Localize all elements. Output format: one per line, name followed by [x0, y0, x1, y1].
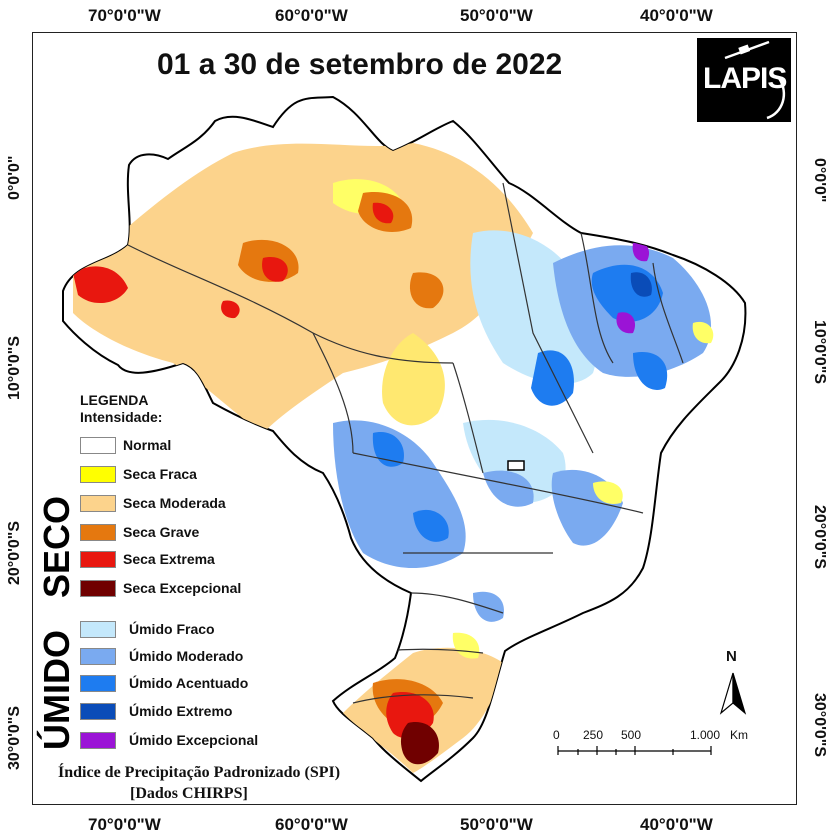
legend-label: Úmido Fraco	[129, 621, 215, 637]
lon-label-top-70: 70°0'0"W	[88, 6, 161, 25]
legend-label: Seca Excepcional	[123, 580, 242, 596]
lon-label-bottom-70: 70°0'0"W	[88, 815, 161, 834]
legend-label: Úmido Extremo	[129, 703, 233, 719]
legend-label: Úmido Excepcional	[129, 732, 259, 748]
lon-label-top-60: 60°0'0"W	[275, 6, 348, 25]
scale-bar	[557, 746, 712, 755]
state-borders	[127, 182, 684, 704]
legend-label: Normal	[123, 437, 172, 453]
lat-label-left-0: 0°0'0"	[6, 155, 23, 200]
lon-label-bottom-60: 60°0'0"W	[275, 815, 348, 834]
scale-tick-label: 0	[553, 728, 560, 742]
legend-heading: LEGENDA	[80, 392, 149, 408]
legend-label: Úmido Acentuado	[129, 675, 249, 691]
caption-line-1: Índice de Precipitação Padronizado (SPI)	[58, 764, 341, 781]
lon-label-top-50: 50°0'0"W	[460, 6, 533, 25]
legend-swatch	[80, 551, 116, 568]
scale-bar-labels: 0 250 500 1.000 Km	[0, 728, 839, 744]
map-title: 01 a 30 de setembro de 2022	[157, 48, 563, 81]
scale-tick-label: 500	[621, 728, 642, 742]
legend-swatch	[80, 437, 116, 454]
lat-label-left-10s: 10°0'0"S	[6, 335, 23, 400]
legend-swatch	[80, 648, 116, 665]
legend-swatch	[80, 703, 116, 720]
lon-label-top-40: 40°0'0"W	[640, 6, 713, 25]
lapis-logo: LAPIS	[697, 38, 791, 122]
scale-tick-label: 250	[583, 728, 604, 742]
legend-swatch	[80, 732, 116, 749]
scale-unit-label: Km	[730, 728, 748, 742]
legend-swatch	[80, 580, 116, 597]
legend-swatch	[80, 466, 116, 483]
lat-label-right-20s: 20°0'0"S	[811, 505, 828, 570]
map-frame	[32, 32, 797, 805]
legend-swatch	[80, 621, 116, 638]
caption-line-2: [Dados CHIRPS]	[130, 785, 248, 802]
lat-label-right-10s: 10°0'0"S	[811, 320, 828, 385]
legend-swatch	[80, 675, 116, 692]
lat-label-left-20s: 20°0'0"S	[6, 520, 23, 585]
legend-swatch	[80, 495, 116, 512]
logo-text: LAPIS	[703, 62, 787, 95]
legend-subheading: Intensidade:	[80, 409, 163, 425]
legend-swatch	[80, 524, 116, 541]
dry-group-label: SECO	[36, 495, 77, 598]
legend-label: Seca Fraca	[123, 466, 197, 482]
map-graphic	[62, 95, 747, 783]
spi-raster	[73, 143, 714, 773]
lon-label-bottom-40: 40°0'0"W	[640, 815, 713, 834]
legend-label: Úmido Moderado	[129, 648, 244, 664]
lat-label-right-0: 0°0'0"	[811, 158, 828, 203]
north-label: N	[726, 648, 737, 665]
scale-tick-label: 1.000	[690, 728, 721, 742]
legend-label: Seca Extrema	[123, 551, 215, 567]
legend-label: Seca Moderada	[123, 495, 226, 511]
lon-label-bottom-50: 50°0'0"W	[460, 815, 533, 834]
legend-label: Seca Grave	[123, 524, 200, 540]
north-arrow-icon	[719, 672, 747, 715]
legend-title: LEGENDA Intensidade:	[80, 392, 162, 426]
lat-label-right-30s: 30°0'0"S	[811, 693, 828, 758]
